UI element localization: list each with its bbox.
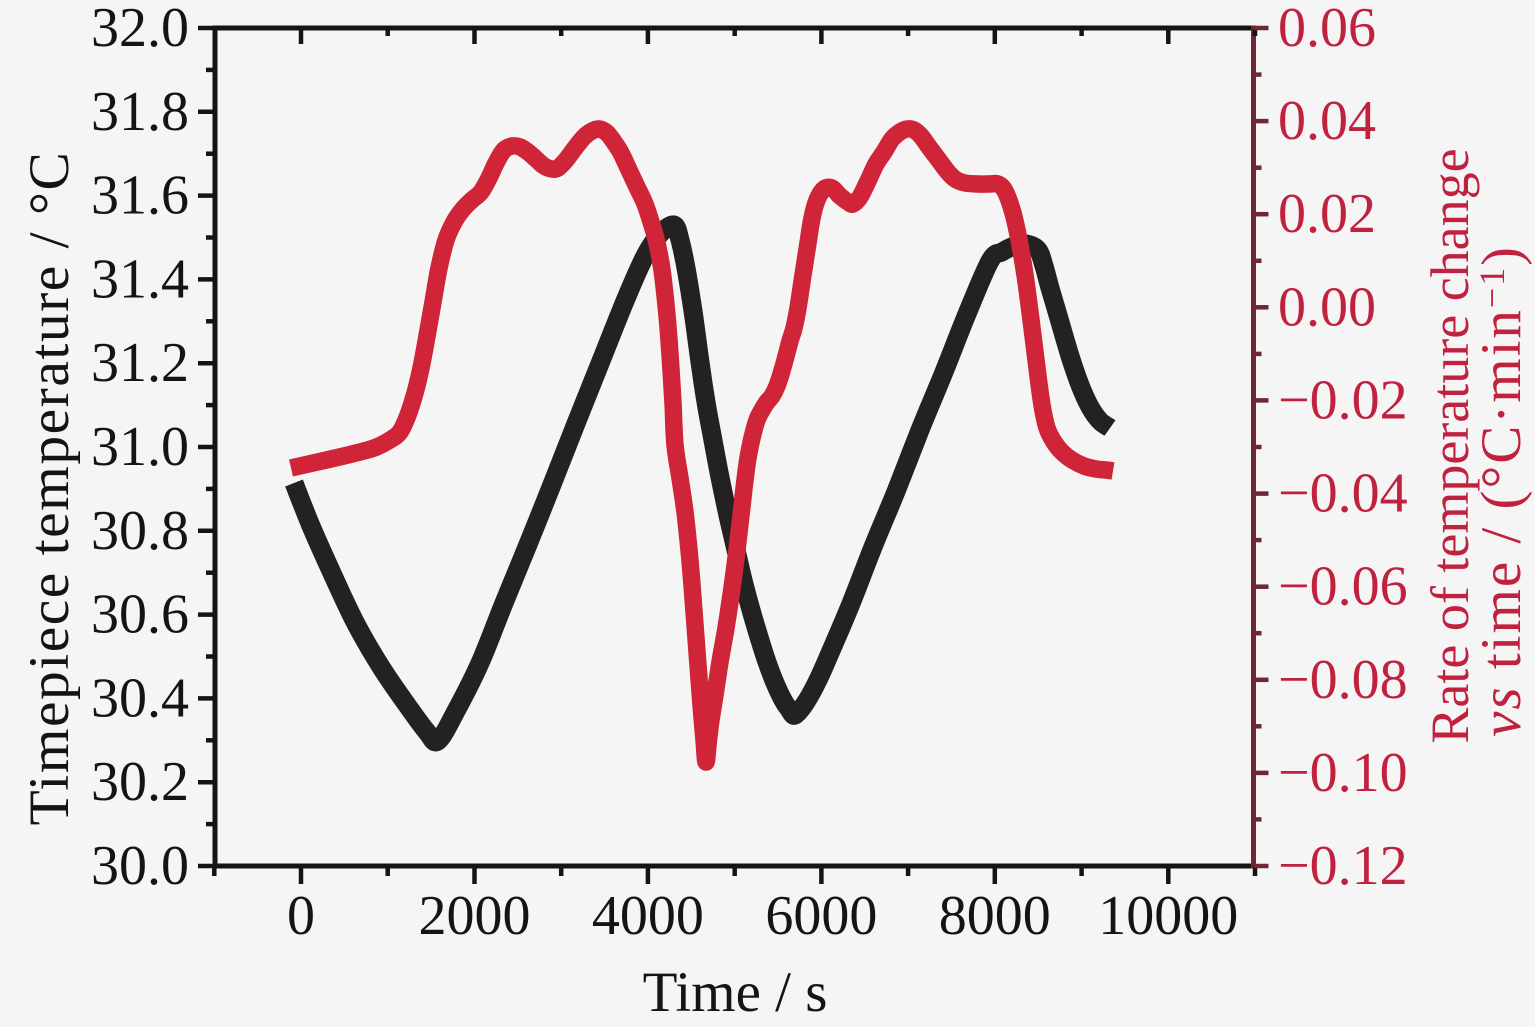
svg-text:32.0: 32.0 — [91, 0, 189, 59]
svg-text:−0.04: −0.04 — [1278, 463, 1408, 525]
svg-text:2000: 2000 — [419, 885, 531, 947]
svg-text:−0.10: −0.10 — [1278, 742, 1408, 804]
svg-text:30.4: 30.4 — [91, 667, 189, 729]
svg-text:−0.06: −0.06 — [1278, 556, 1408, 618]
svg-text:31.0: 31.0 — [91, 416, 189, 478]
svg-text:4000: 4000 — [592, 885, 704, 947]
svg-text:30.6: 30.6 — [91, 584, 189, 646]
svg-text:30.0: 30.0 — [91, 835, 189, 897]
svg-text:Rate of temperature change: Rate of temperature change — [1420, 148, 1480, 743]
svg-text:31.8: 31.8 — [91, 81, 189, 143]
svg-text:31.6: 31.6 — [91, 165, 189, 227]
svg-text:31.4: 31.4 — [91, 248, 189, 310]
svg-text:0.06: 0.06 — [1278, 0, 1376, 59]
svg-text:vs time / (°C·min−1): vs time / (°C·min−1) — [1470, 245, 1533, 737]
svg-text:Timepiece temperature / °C: Timepiece temperature / °C — [18, 151, 81, 826]
svg-text:10000: 10000 — [1098, 885, 1238, 947]
svg-text:30.2: 30.2 — [91, 751, 189, 813]
svg-text:31.2: 31.2 — [91, 332, 189, 394]
svg-text:0.00: 0.00 — [1278, 276, 1376, 338]
svg-text:−0.02: −0.02 — [1278, 369, 1408, 431]
svg-text:0.02: 0.02 — [1278, 183, 1376, 245]
svg-text:−0.08: −0.08 — [1278, 649, 1408, 711]
svg-text:8000: 8000 — [939, 885, 1051, 947]
svg-text:0: 0 — [287, 885, 315, 947]
svg-text:Time / s: Time / s — [643, 961, 828, 1024]
svg-text:0.04: 0.04 — [1278, 90, 1376, 152]
svg-text:−0.12: −0.12 — [1278, 835, 1408, 897]
svg-text:6000: 6000 — [765, 885, 877, 947]
svg-text:30.8: 30.8 — [91, 500, 189, 562]
